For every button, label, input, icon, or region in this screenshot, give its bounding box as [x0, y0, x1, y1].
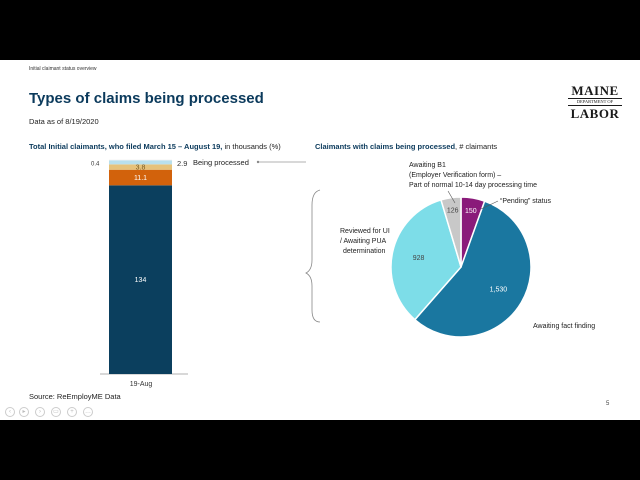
- pie-slice: [440, 196, 462, 268]
- next-icon[interactable]: ›: [35, 407, 45, 417]
- page-number: 5: [606, 401, 610, 407]
- left-subtitle-rest: in thousands (%): [222, 142, 281, 151]
- pie-slice: [413, 200, 532, 338]
- left-subtitle-bold: Total Initial claimants, who filed March…: [29, 142, 223, 151]
- callout-b1-line2: (Employer Verification form) –: [409, 172, 501, 179]
- callout-reviewed-line3: determination: [343, 248, 386, 255]
- play-icon[interactable]: ▸: [19, 407, 29, 417]
- logo-line-2: DEPARTMENT OF: [568, 98, 622, 106]
- bar-segment: [109, 159, 172, 161]
- bar-segment: [109, 185, 172, 374]
- callout-fact-finding: Awaiting fact finding: [533, 323, 595, 330]
- pie-chart: 1,530 928 126 150 Awaiting B1 (Employer Ver…: [340, 162, 595, 338]
- grouping-bracket: [305, 189, 321, 323]
- callout-pending-pointer: [480, 200, 499, 210]
- zoom-icon[interactable]: +: [67, 407, 77, 417]
- callout-b1-line3: Part of normal 10-14 day processing time: [409, 182, 537, 189]
- source-note: Source: ReEmployME Data: [29, 392, 121, 401]
- being-processed-label: Being processed: [193, 158, 249, 167]
- pie-slice-label: 1,530: [490, 287, 508, 294]
- bar-segment-label: 11.1: [134, 175, 147, 182]
- bar-segment-label: 134: [135, 277, 147, 284]
- prev-icon[interactable]: ‹: [5, 407, 15, 417]
- callout-b1-line1: Awaiting B1: [409, 162, 446, 169]
- notes-icon[interactable]: ▭: [51, 407, 61, 417]
- header-note: Initial claimant status overview: [29, 66, 97, 72]
- callout-b1-pointer: [447, 190, 456, 204]
- pie-slice: [390, 198, 462, 321]
- bar-segment-label: 2.9: [177, 159, 187, 168]
- pie-slice-label: 150: [465, 208, 477, 215]
- as-of-date: Data as of 8/19/2020: [29, 117, 99, 126]
- pie-slice-label: 126: [447, 208, 459, 215]
- slide-title: Types of claims being processed: [29, 90, 264, 107]
- logo-line-3: LABOR: [570, 106, 620, 121]
- bar-segment-label: 3.8: [136, 165, 146, 172]
- pie-slice-label: 928: [413, 255, 425, 262]
- bar-segment-label: 0.4: [91, 162, 100, 168]
- logo-line-1: MAINE: [571, 83, 619, 98]
- callout-pending: “Pending” status: [500, 198, 551, 205]
- left-chart-subtitle: Total Initial claimants, who filed March…: [29, 142, 319, 152]
- callout-reviewed-line1: Reviewed for UI: [340, 228, 390, 235]
- annotation-dot: [256, 160, 260, 164]
- maine-labor-logo: MAINE DEPARTMENT OF LABOR: [565, 84, 625, 120]
- right-chart-subtitle: Claimants with claims being processed, #…: [315, 142, 615, 152]
- bar-segment: [109, 164, 172, 170]
- callout-reviewed-line2: / Awaiting PUA: [340, 238, 387, 245]
- slide: Initial claimant status overview Types o…: [0, 60, 640, 420]
- more-icon[interactable]: …: [83, 407, 93, 417]
- right-subtitle-bold: Claimants with claims being processed: [315, 142, 456, 151]
- bar-segment: [109, 169, 172, 186]
- bar-category-label: 19-Aug: [130, 381, 153, 388]
- bar-segment: [109, 160, 172, 165]
- right-subtitle-rest: , # claimants: [455, 142, 498, 151]
- stacked-bar-chart: 134 11.1 3.8 2.9 0.4 19-Aug Being processed: [91, 158, 321, 388]
